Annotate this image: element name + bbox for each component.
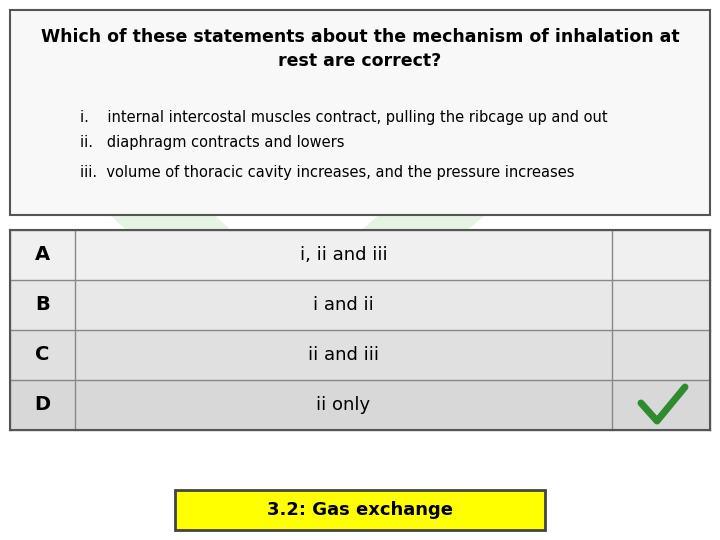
Text: B: B — [35, 295, 50, 314]
Bar — [10, 230, 710, 280]
Bar — [10, 330, 710, 380]
Text: i.    internal intercostal muscles contract, pulling the ribcage up and out: i. internal intercostal muscles contract… — [80, 110, 608, 125]
Text: iii.  volume of thoracic cavity increases, and the pressure increases: iii. volume of thoracic cavity increases… — [80, 165, 575, 180]
Text: ii and iii: ii and iii — [308, 346, 379, 364]
Polygon shape — [272, 24, 643, 361]
Text: Which of these statements about the mechanism of inhalation at: Which of these statements about the mech… — [41, 28, 679, 46]
Text: D: D — [35, 395, 50, 415]
Text: i, ii and iii: i, ii and iii — [300, 246, 387, 264]
Text: A: A — [35, 246, 50, 265]
Text: ii only: ii only — [316, 396, 371, 414]
Bar — [10, 380, 710, 430]
Text: i and ii: i and ii — [313, 296, 374, 314]
Text: ii.   diaphragm contracts and lowers: ii. diaphragm contracts and lowers — [80, 135, 344, 150]
Text: C: C — [35, 346, 50, 365]
Text: rest are correct?: rest are correct? — [279, 52, 441, 70]
Bar — [10, 280, 710, 330]
Text: 3.2: Gas exchange: 3.2: Gas exchange — [267, 501, 453, 519]
Polygon shape — [66, 124, 318, 361]
Bar — [175, 490, 545, 530]
Bar — [10, 10, 710, 215]
